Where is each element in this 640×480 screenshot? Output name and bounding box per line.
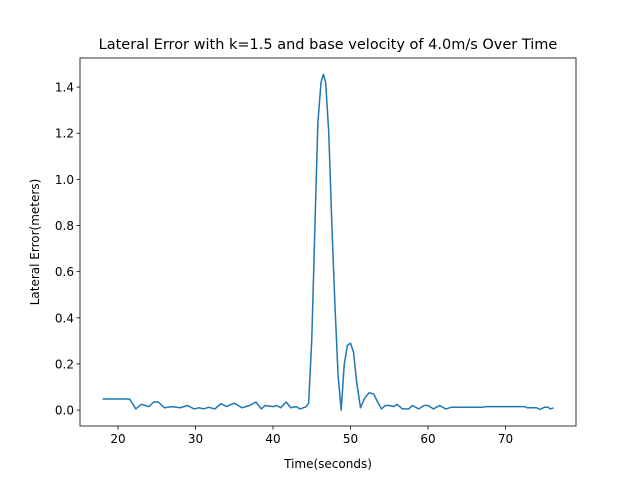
y-tick-label: 1.0 [55, 173, 74, 187]
x-tick-label: 30 [188, 432, 203, 446]
y-axis-label: Lateral Error(meters) [28, 179, 42, 306]
y-tick-label: 0.8 [55, 219, 74, 233]
x-tick-label: 60 [420, 432, 435, 446]
x-tick-label: 50 [343, 432, 358, 446]
y-tick-label: 0.4 [55, 311, 74, 325]
x-axis-label: Time(seconds) [283, 457, 372, 471]
x-tick-label: 20 [110, 432, 125, 446]
y-tick-label: 1.4 [55, 81, 74, 95]
plot-frame [79, 57, 577, 427]
x-tick-label: 70 [498, 432, 513, 446]
y-tick-label: 1.2 [55, 127, 74, 141]
chart-title: Lateral Error with k=1.5 and base veloci… [99, 37, 558, 53]
line-series [102, 73, 554, 411]
y-tick-label: 0.0 [55, 404, 74, 418]
x-tick-label: 40 [265, 432, 280, 446]
y-tick-label: 0.2 [55, 357, 74, 371]
y-tick-label: 0.6 [55, 265, 74, 279]
